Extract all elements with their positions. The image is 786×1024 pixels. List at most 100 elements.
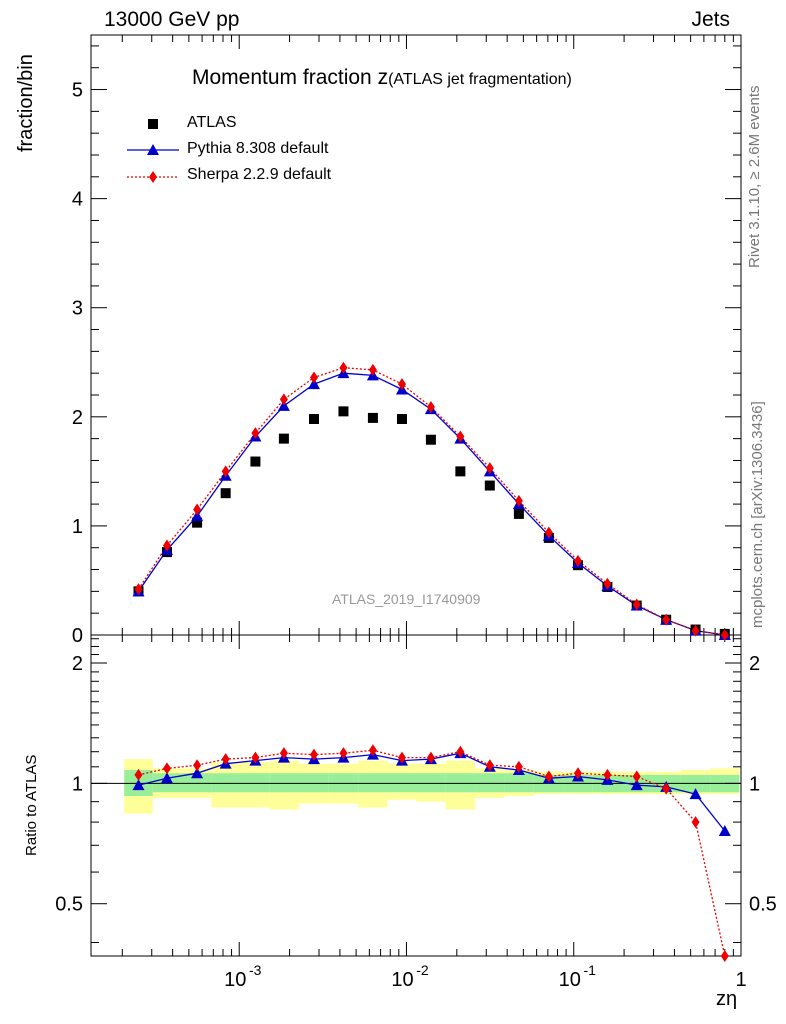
- ratio-band-inner: [387, 773, 417, 793]
- x-tick-label-exponent: -2: [416, 962, 429, 978]
- pythia-ratio-point: [718, 825, 731, 837]
- ratio-band-inner: [445, 773, 476, 793]
- sherpa-ratio-point: [193, 759, 202, 772]
- process-label: Jets: [691, 8, 730, 31]
- pythia-data-point: [277, 399, 290, 411]
- sherpa-data-point: [309, 371, 318, 384]
- sherpa-ratio-point: [309, 748, 318, 761]
- legend-label-pythia: Pythia 8.308 default: [187, 140, 329, 157]
- atlas-data-point: [367, 412, 378, 423]
- sherpa-ratio-point: [426, 751, 435, 764]
- sherpa-data-point: [544, 526, 553, 539]
- rivet-label: Rivet 3.1.10, ≥ 2.6M events: [746, 85, 763, 269]
- y-tick-label-bottom-right: 1: [749, 773, 760, 795]
- sherpa-ratio-point: [720, 950, 729, 962]
- sherpa-ratio-point: [514, 760, 523, 773]
- atlas-data-point: [192, 517, 203, 528]
- sherpa-ratio-point: [691, 816, 700, 829]
- sherpa-ratio-point: [544, 770, 553, 783]
- legend-marker-atlas: [148, 119, 158, 129]
- sherpa-data-point: [485, 462, 494, 475]
- chart-title-sub: (ATLAS jet fragmentation): [388, 71, 572, 88]
- ratio-band-inner: [298, 773, 329, 793]
- ratio-band-inner: [211, 773, 241, 793]
- sherpa-data-point: [573, 554, 582, 567]
- x-tick-label: 10: [559, 969, 581, 991]
- ratio-band-inner: [269, 773, 299, 793]
- sherpa-ratio-line: [138, 749, 726, 957]
- sherpa-ratio-point: [221, 753, 230, 766]
- pythia-ratio-point: [132, 779, 145, 791]
- atlas-data-point: [308, 414, 319, 424]
- chart-title-main: Momentum fraction z: [192, 66, 389, 89]
- sherpa-ratio-point: [397, 751, 406, 764]
- sherpa-ratio-point: [279, 747, 288, 760]
- sherpa-ratio-point: [368, 744, 377, 757]
- y-tick-label-bottom-right: 0.5: [749, 894, 777, 916]
- x-tick-label-exponent: -1: [584, 962, 597, 978]
- pythia-ratio-point: [689, 788, 702, 800]
- sherpa-data-point: [162, 539, 171, 552]
- sherpa-ratio-point: [251, 751, 260, 764]
- atlas-data-point: [455, 466, 466, 477]
- x-tick-label: 10: [391, 969, 413, 991]
- y-tick-label-top: 2: [72, 407, 83, 429]
- sherpa-data-point: [251, 427, 260, 440]
- sherpa-ratio-point: [339, 747, 348, 760]
- energy-label: 13000 GeV pp: [104, 8, 240, 31]
- y-tick-label-bottom-right: 2: [749, 653, 760, 675]
- sherpa-data-point: [279, 393, 288, 406]
- atlas-data-point: [278, 433, 289, 444]
- pythia-ratio-point: [191, 767, 204, 779]
- y-tick-label-top: 0: [72, 625, 83, 647]
- y-tick-label-bottom-left: 0.5: [55, 894, 83, 916]
- atlas-data-point: [513, 508, 524, 519]
- analysis-label: ATLAS_2019_I1740909: [332, 591, 481, 607]
- mcplots-label: mcplots.cern.ch [arXiv:1306.3436]: [749, 401, 766, 628]
- pythia-data-point: [191, 510, 204, 522]
- pythia-ratio-point: [160, 772, 173, 784]
- sherpa-ratio-point: [162, 762, 171, 775]
- sherpa-ratio-point: [573, 767, 582, 780]
- ratio-band-inner: [504, 773, 534, 793]
- sherpa-data-point: [339, 361, 348, 374]
- atlas-data-point: [250, 456, 261, 467]
- bottom-panel-frame: [90, 634, 742, 957]
- xlabel: zη: [716, 988, 738, 1010]
- sherpa-ratio-point: [603, 768, 612, 781]
- sherpa-data-point: [456, 430, 465, 443]
- y-tick-label-bottom-left: 1: [72, 773, 83, 795]
- sherpa-data-point: [662, 613, 671, 626]
- sherpa-data-point: [221, 465, 230, 478]
- sherpa-ratio-point: [456, 745, 465, 758]
- sherpa-data-point: [397, 378, 406, 391]
- sherpa-data-point: [632, 598, 641, 611]
- ylabel-top: fraction/bin: [15, 54, 37, 152]
- sherpa-ratio-point: [485, 759, 494, 772]
- sherpa-data-point: [368, 363, 377, 376]
- sherpa-data-point: [426, 401, 435, 413]
- chart-title: Momentum fraction z(ATLAS jet fragmentat…: [192, 66, 572, 90]
- y-tick-label-top: 3: [72, 298, 83, 320]
- y-tick-label-bottom-left: 2: [72, 653, 83, 675]
- sherpa-ratio-point: [632, 770, 641, 783]
- ratio-band-inner: [328, 773, 359, 793]
- ylabel-bottom: Ratio to ATLAS: [23, 754, 40, 856]
- sherpa-line: [137, 367, 725, 636]
- x-tick-label: 1: [735, 969, 746, 991]
- legend-label-atlas: ATLAS: [187, 114, 237, 131]
- y-tick-label-top: 5: [72, 80, 83, 102]
- atlas-data-point: [220, 488, 231, 499]
- x-tick-label: 10: [224, 969, 246, 991]
- pythia-ratio-point: [630, 779, 643, 791]
- sherpa-ratio-point: [662, 782, 671, 795]
- ratio-band-inner: [475, 773, 505, 793]
- pythia-data-point: [307, 378, 320, 390]
- ratio-band-inner: [182, 773, 212, 793]
- legend-label-sherpa: Sherpa 2.2.9 default: [187, 166, 332, 183]
- ratio-band-inner: [358, 773, 388, 793]
- sherpa-data-point: [193, 503, 202, 516]
- atlas-data-point: [338, 406, 349, 417]
- ratio-band-inner: [416, 773, 446, 793]
- y-tick-label-top: 1: [72, 516, 83, 538]
